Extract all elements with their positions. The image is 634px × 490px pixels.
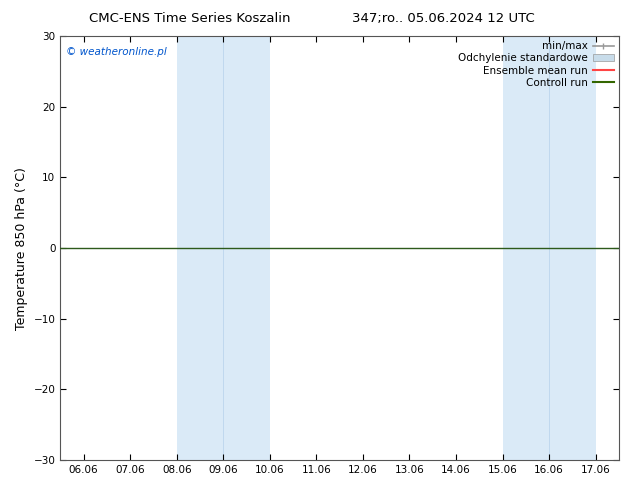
Text: © weatheronline.pl: © weatheronline.pl (66, 47, 167, 57)
Text: CMC-ENS Time Series Koszalin: CMC-ENS Time Series Koszalin (89, 12, 291, 25)
Text: 347;ro.. 05.06.2024 12 UTC: 347;ro.. 05.06.2024 12 UTC (353, 12, 535, 25)
Bar (503, 36, 596, 460)
Legend: min/max, Odchylenie standardowe, Ensemble mean run, Controll run: min/max, Odchylenie standardowe, Ensembl… (455, 38, 617, 91)
Y-axis label: Temperature 850 hPa (°C): Temperature 850 hPa (°C) (15, 167, 28, 330)
Bar (177, 36, 270, 460)
